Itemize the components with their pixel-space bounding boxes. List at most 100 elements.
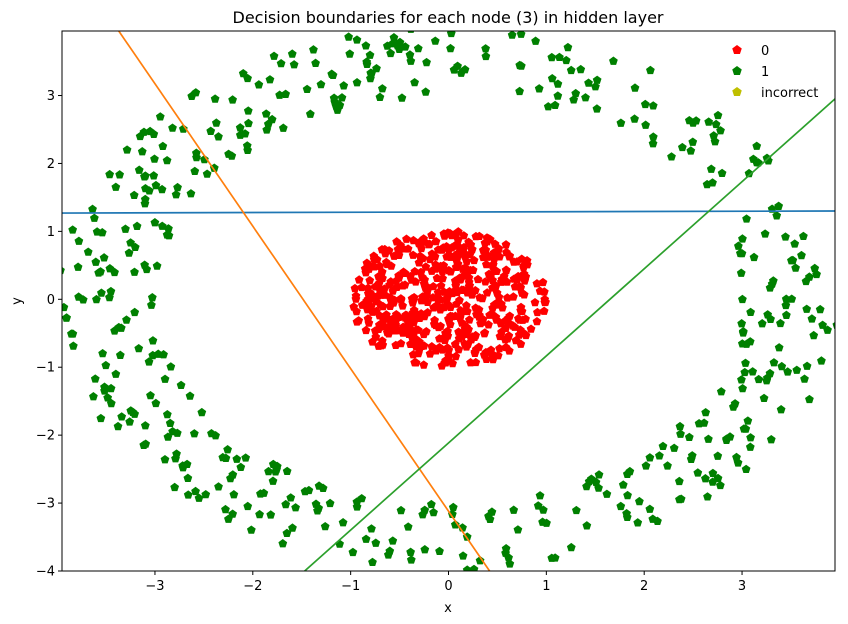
data-point-class-1 (809, 330, 819, 340)
data-point-class-1 (711, 119, 721, 129)
data-point-class-1 (149, 129, 159, 138)
data-point-class-0 (433, 294, 443, 304)
data-point-class-0 (474, 342, 484, 351)
data-point-class-1 (115, 350, 125, 359)
data-point-class-0 (496, 319, 506, 328)
data-point-class-1 (802, 361, 812, 370)
y-tick-label: 0 (47, 293, 55, 308)
data-point-class-0 (415, 251, 425, 260)
data-point-class-1 (582, 521, 592, 530)
data-point-class-0 (363, 283, 373, 292)
data-point-class-1 (327, 69, 337, 78)
data-point-class-1 (278, 539, 288, 548)
data-point-class-1 (348, 547, 358, 557)
data-point-class-1 (534, 84, 544, 93)
data-point-class-1 (742, 214, 751, 223)
data-point-class-1 (701, 407, 711, 417)
data-point-class-1 (818, 320, 827, 329)
data-point-class-1 (569, 95, 579, 104)
data-point-class-1 (481, 44, 490, 53)
data-point-class-0 (509, 292, 518, 301)
data-point-class-0 (410, 266, 420, 276)
data-point-class-0 (374, 278, 384, 288)
data-point-class-1 (388, 536, 398, 545)
data-point-class-1 (244, 118, 253, 128)
data-point-class-1 (114, 322, 124, 332)
data-point-class-1 (372, 63, 381, 73)
data-point-class-1 (762, 153, 772, 162)
data-point-class-1 (746, 433, 755, 442)
data-point-class-0 (470, 285, 480, 295)
data-point-class-1 (147, 300, 156, 309)
data-point-class-1 (674, 476, 684, 486)
data-point-class-1 (91, 257, 101, 266)
data-point-class-0 (448, 358, 457, 368)
data-point-class-1 (406, 547, 415, 556)
data-point-class-0 (436, 281, 446, 290)
data-point-class-1 (799, 231, 808, 241)
data-point-class-0 (458, 264, 468, 273)
data-point-class-0 (532, 316, 542, 326)
data-point-class-1 (447, 509, 457, 519)
data-point-class-1 (648, 132, 658, 141)
data-point-class-1 (805, 394, 814, 404)
data-point-class-1 (162, 155, 172, 165)
data-point-class-1 (246, 525, 256, 534)
data-point-class-1 (571, 88, 581, 98)
data-point-class-1 (547, 52, 557, 62)
data-point-class-1 (268, 476, 278, 485)
data-point-class-1 (140, 421, 150, 430)
data-point-class-1 (640, 99, 650, 109)
data-point-class-1 (68, 225, 78, 234)
data-point-class-0 (532, 279, 542, 288)
data-point-class-1 (265, 75, 275, 84)
data-point-class-1 (286, 493, 296, 502)
data-point-class-1 (533, 501, 543, 510)
data-point-class-1 (130, 267, 139, 276)
data-point-class-1 (776, 318, 785, 328)
data-point-class-1 (224, 514, 233, 523)
data-point-class-0 (380, 244, 390, 254)
data-point-class-0 (488, 283, 497, 292)
data-point-class-0 (443, 326, 452, 335)
legend-marker-incorrect (732, 87, 742, 97)
data-point-class-1 (269, 51, 279, 60)
data-point-class-1 (602, 489, 612, 498)
data-point-class-1 (352, 35, 362, 44)
data-point-class-1 (703, 492, 712, 501)
data-point-class-1 (130, 307, 140, 317)
data-point-class-1 (170, 482, 180, 492)
data-point-class-0 (412, 325, 422, 334)
data-point-class-1 (74, 236, 84, 245)
data-point-class-1 (147, 293, 157, 302)
data-point-class-0 (411, 277, 421, 286)
data-point-class-1 (228, 509, 238, 518)
data-point-class-0 (512, 257, 522, 266)
data-point-class-0 (367, 262, 377, 271)
data-point-class-1 (150, 154, 159, 163)
data-point-class-1 (151, 180, 161, 190)
data-point-class-1 (734, 241, 743, 250)
y-axis-label: y (10, 297, 25, 305)
data-point-class-1 (736, 268, 746, 277)
data-point-class-1 (507, 31, 517, 39)
data-point-class-1 (243, 145, 253, 155)
data-point-class-0 (535, 286, 545, 295)
data-point-class-1 (487, 507, 497, 516)
data-point-class-1 (765, 283, 775, 292)
data-point-class-1 (190, 166, 200, 176)
data-point-class-0 (485, 310, 494, 319)
data-point-class-1 (800, 374, 809, 383)
data-point-class-1 (90, 374, 100, 383)
data-point-class-0 (408, 250, 418, 259)
data-point-class-0 (455, 313, 465, 322)
data-point-class-1 (807, 314, 817, 323)
data-point-class-1 (367, 524, 376, 533)
data-point-class-0 (427, 342, 437, 351)
data-point-class-1 (453, 61, 462, 70)
data-point-class-1 (206, 126, 216, 135)
data-point-class-0 (486, 272, 495, 281)
legend: 0 1 incorrect (732, 44, 818, 101)
data-point-class-1 (300, 486, 310, 496)
data-point-class-1 (377, 84, 387, 93)
